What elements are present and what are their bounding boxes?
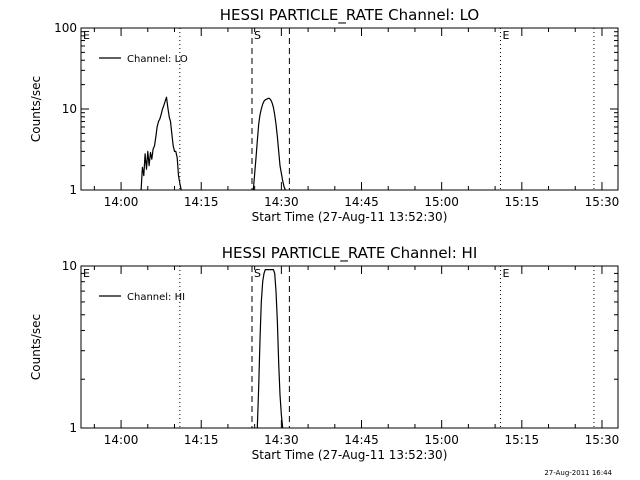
- panel-2-legend-entry: Channel: HI: [127, 292, 185, 303]
- panel-1-x-axis-label: Start Time (27-Aug-11 13:52:30): [252, 210, 448, 224]
- panel-1-title: HESSI PARTICLE_RATE Channel: LO: [220, 6, 479, 25]
- panel-1-y-tick-label: 10: [62, 102, 77, 116]
- panel-2-time-marker-label: E: [502, 267, 509, 280]
- panel-2-y-tick-label: 10: [62, 259, 77, 273]
- panel-2-plot-frame: [80, 265, 619, 429]
- panel-2-x-tick-label: 14:00: [104, 433, 139, 447]
- panel-1-x-tick-label: 14:45: [344, 195, 379, 209]
- panel-2-x-axis-label: Start Time (27-Aug-11 13:52:30): [252, 448, 448, 462]
- panel-1-y-axis-label: Counts/sec: [29, 76, 43, 142]
- panel-1-legend-entry: Channel: LO: [127, 54, 188, 65]
- panel-1-y-tick-label: 100: [54, 21, 77, 35]
- panel-2-title: HESSI PARTICLE_RATE Channel: HI: [222, 244, 478, 263]
- panel-1-x-tick-label: 15:30: [585, 195, 620, 209]
- panel-2-series-line-1: [256, 269, 284, 429]
- panel-1-time-marker-label: S: [254, 29, 261, 42]
- plot-timestamp: 27-Aug-2011 16:44: [544, 469, 612, 477]
- panel-2-x-tick-label: 14:15: [184, 433, 219, 447]
- panel-2-x-tick-label: 15:00: [424, 433, 459, 447]
- panel-2-chart: HESSI PARTICLE_RATE Channel: HI 1 10 14:00 1…: [29, 244, 619, 462]
- panel-1-x-tick-label: 15:15: [505, 195, 540, 209]
- panel-1-time-marker-label: E: [83, 29, 90, 42]
- panel-2-x-tick-label: 14:45: [344, 433, 379, 447]
- panel-1-chart: HESSI PARTICLE_RATE Channel: LO 1 10 100 14:…: [29, 6, 619, 224]
- panel-2-time-marker-label: S: [254, 267, 261, 280]
- panel-1-x-tick-label: 14:00: [104, 195, 139, 209]
- panel-2-x-tick-label: 15:30: [585, 433, 620, 447]
- panel-1-series-line-2: [252, 97, 286, 191]
- panel-1-plot-frame: [80, 27, 619, 191]
- panel-2-time-marker-label: E: [83, 267, 90, 280]
- panel-1-time-marker-label: E: [502, 29, 509, 42]
- panel-1-x-tick-label: 14:15: [184, 195, 219, 209]
- panel-2-x-tick-label: 14:30: [264, 433, 299, 447]
- panel-2-y-axis-label: Counts/sec: [29, 314, 43, 380]
- panel-1-y-tick-label: 1: [69, 183, 77, 197]
- panel-1-x-tick-label: 15:00: [424, 195, 459, 209]
- panel-2-x-tick-label: 15:15: [505, 433, 540, 447]
- panel-2-y-tick-label: 1: [69, 421, 77, 435]
- panel-1-x-tick-label: 14:30: [264, 195, 299, 209]
- panel-1-series-line-1: [140, 96, 182, 191]
